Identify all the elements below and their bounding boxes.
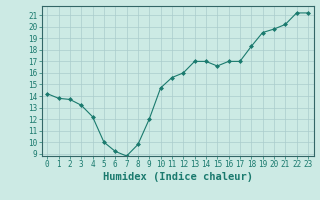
X-axis label: Humidex (Indice chaleur): Humidex (Indice chaleur): [103, 172, 252, 182]
